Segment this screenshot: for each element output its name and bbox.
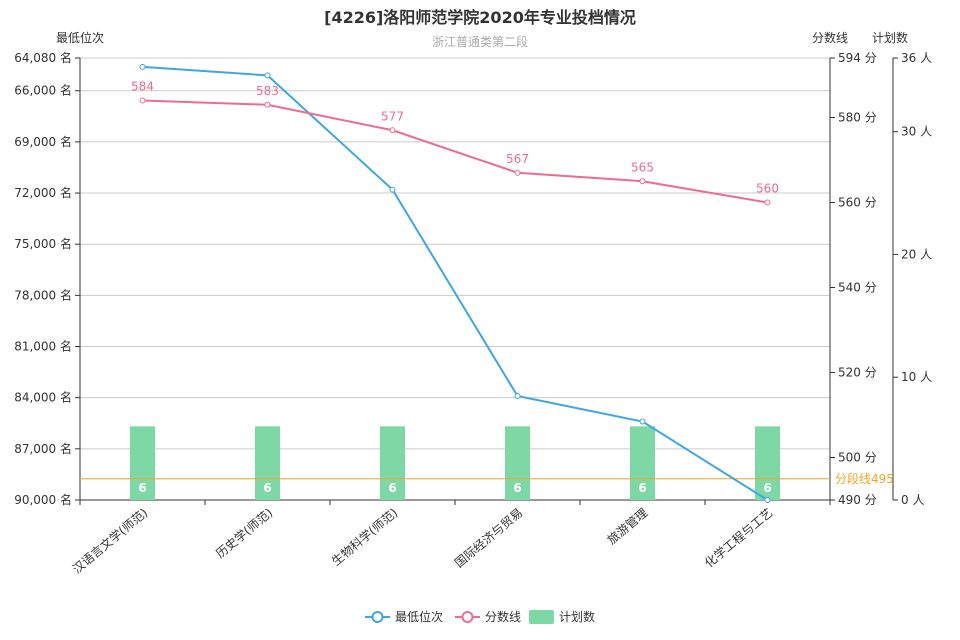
bar-plan (130, 426, 155, 500)
score-point (139, 97, 146, 104)
rank-tick-label: 72,000 名 (14, 185, 72, 200)
rank-tick-label: 84,000 名 (14, 390, 72, 405)
bar-plan (255, 426, 280, 500)
legend-swatch (529, 610, 554, 624)
category-label: 化学工程与工艺 (701, 505, 775, 570)
score-tick-label: 560 分 (838, 196, 877, 210)
score-point (639, 178, 646, 185)
rank-tick-label: 64,080 名 (14, 50, 72, 65)
rank-tick-label: 69,000 名 (14, 134, 72, 149)
rank-tick-label: 81,000 名 (14, 339, 72, 354)
score-tick-label: 520 分 (838, 366, 877, 380)
bar-label: 6 (513, 481, 521, 495)
rank-tick-label: 78,000 名 (14, 287, 72, 302)
bar-label: 6 (763, 481, 771, 495)
score-label: 583 (256, 84, 279, 98)
bar-plan (505, 426, 530, 500)
score-axis-name: 分数线 (812, 30, 848, 45)
plan-tick-label: 0 人 (901, 493, 924, 507)
rank-tick-label: 75,000 名 (14, 236, 72, 251)
legend-marker (371, 611, 384, 623)
score-label: 565 (631, 160, 654, 174)
plan-tick-label: 36 人 (901, 51, 932, 65)
bar-label: 6 (388, 481, 396, 495)
score-point (389, 127, 396, 134)
category-label: 历史学(师范) (213, 505, 276, 561)
category-label: 生物科学(师范) (328, 505, 400, 569)
rank-axis-name: 最低位次 (56, 30, 104, 45)
score-tick-label: 490 分 (838, 493, 877, 507)
legend-marker (461, 611, 474, 623)
score-label: 560 (756, 182, 779, 196)
plan-tick-label: 30 人 (901, 125, 932, 139)
score-point (764, 199, 771, 206)
plan-tick-label: 10 人 (901, 370, 932, 384)
score-point (514, 169, 521, 176)
score-label: 567 (506, 152, 529, 166)
chart-subtitle: 浙江普通类第二段 (432, 34, 528, 49)
bar-plan (380, 426, 405, 500)
rank-point (764, 497, 771, 503)
bar-plan (630, 426, 655, 500)
rank-tick-label: 66,000 名 (14, 83, 72, 98)
score-line (142, 99, 768, 204)
legend-label: 计划数 (559, 609, 595, 624)
rank-point (139, 63, 146, 70)
bar-label: 6 (263, 481, 271, 495)
bar-label: 6 (638, 481, 646, 495)
plan-tick-label: 20 人 (901, 247, 932, 261)
score-label: 577 (381, 109, 404, 123)
bar-label: 6 (138, 481, 146, 495)
score-tick-label: 580 分 (838, 111, 877, 125)
rank-point (389, 186, 396, 193)
rank-point (264, 72, 271, 79)
plan-axis-name: 计划数 (872, 30, 908, 45)
category-label: 国际经济与贸易 (451, 505, 525, 570)
score-tick-label: 500 分 (838, 451, 877, 465)
score-label: 584 (131, 80, 154, 94)
legend-label: 最低位次 (395, 609, 443, 624)
rank-point (514, 392, 521, 399)
bar-plan (755, 426, 780, 500)
rank-tick-label: 90,000 名 (14, 492, 72, 507)
score-tick-label: 540 分 (838, 281, 877, 295)
category-label: 汉语言文学(师范) (69, 505, 150, 577)
score-tick-label: 594 分 (838, 51, 877, 65)
rank-line (142, 65, 769, 501)
rank-tick-label: 87,000 名 (14, 441, 72, 456)
markline-label: 分段线495 (835, 471, 894, 486)
score-point (264, 101, 271, 108)
chart-title: [4226]洛阳师范学院2020年专业投档情况 (324, 8, 636, 27)
category-label: 旅游管理 (604, 505, 650, 547)
legend-label: 分数线 (485, 609, 521, 624)
rank-point (639, 418, 646, 425)
